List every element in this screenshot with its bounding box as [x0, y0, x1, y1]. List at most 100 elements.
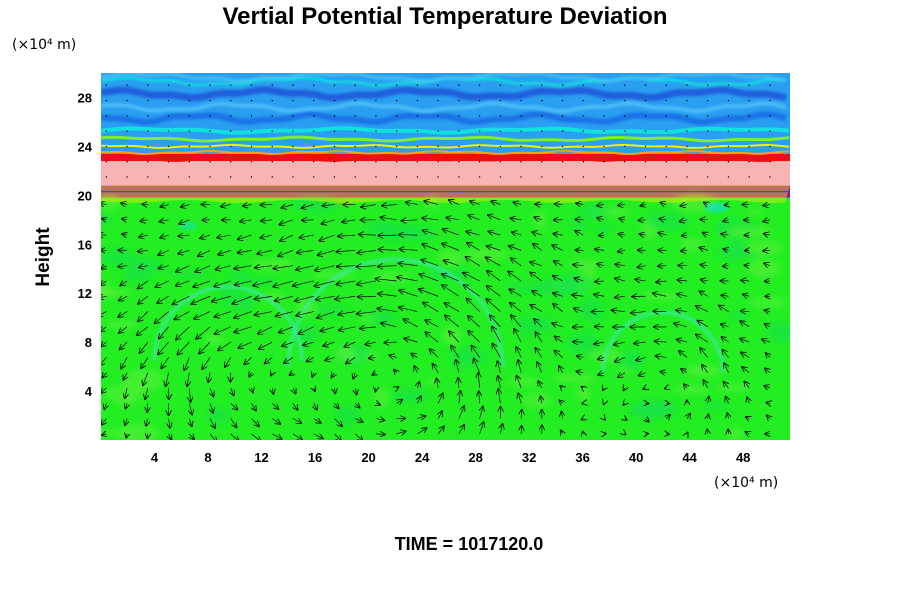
texture-blob [101, 215, 113, 225]
vector-dot [561, 176, 564, 178]
vector-arrow [740, 321, 750, 328]
vector-arrow [618, 205, 625, 206]
vector-arrow [375, 419, 384, 421]
texture-blob [220, 286, 241, 308]
vector-arrow [430, 349, 439, 358]
vector-dot [375, 99, 377, 102]
vector-arrow [101, 357, 107, 365]
vector-arrow [619, 218, 624, 219]
vector-arrow [218, 250, 231, 254]
vector-arrow [521, 410, 522, 419]
vector-arrow [446, 218, 459, 220]
vector-dot [748, 145, 750, 148]
vector-dot [561, 115, 564, 117]
vector-dot [437, 84, 439, 86]
vector-arrow [724, 382, 729, 389]
vector-arrow [120, 341, 128, 349]
vector-arrow [746, 432, 750, 434]
vector-arrow [372, 373, 376, 375]
vector-arrow [594, 294, 605, 296]
vector-arrow [598, 357, 605, 359]
vector-arrow [397, 277, 418, 282]
texture-blob [522, 392, 551, 409]
vector-arrow [721, 295, 729, 296]
vector-dot [395, 176, 398, 178]
vector-arrow [684, 384, 687, 388]
vector-dot [686, 84, 688, 86]
vector-dot [105, 160, 108, 163]
vector-arrow [376, 403, 380, 404]
vector-arrow [147, 403, 148, 412]
field-layer-2 [101, 161, 790, 186]
vector-arrow [189, 387, 190, 402]
vector-arrow [138, 295, 149, 304]
vector-arrow [727, 413, 728, 419]
vector-dot [230, 84, 232, 86]
vector-dot [748, 115, 750, 117]
vector-dot [686, 99, 688, 102]
vector-dot [147, 99, 149, 102]
vector-arrow [381, 323, 397, 328]
vector-arrow [631, 312, 646, 313]
vector-arrow [346, 357, 356, 363]
vector-arrow [643, 388, 645, 389]
vector-arrow [181, 205, 190, 208]
vector-arrow [661, 203, 667, 205]
vector-arrow [375, 434, 385, 435]
vector-arrow [240, 220, 252, 222]
vector-dot [458, 115, 460, 117]
vector-arrow [272, 418, 280, 424]
vector-arrow [174, 311, 190, 320]
vector-dot [727, 99, 730, 102]
vector-dot [167, 130, 170, 132]
upper-waves [101, 73, 787, 126]
vector-arrow [404, 319, 418, 328]
vector-arrow [338, 235, 356, 236]
texture-blob [552, 373, 597, 384]
vector-arrow [490, 316, 501, 328]
texture-blob [632, 402, 678, 417]
vector-dot [126, 176, 128, 178]
vector-dot [105, 99, 108, 102]
vector-dot [271, 145, 273, 148]
y-tick-label: 28 [78, 90, 92, 105]
vector-dot [188, 176, 190, 178]
vector-dot [624, 176, 626, 178]
vector-dot [188, 130, 190, 132]
vector-dot [603, 160, 605, 163]
vector-dot [147, 145, 149, 148]
vector-dot [582, 145, 584, 148]
cyan-boundary [101, 126, 790, 135]
texture-blob [101, 428, 118, 437]
vector-dot [416, 176, 419, 178]
vector-dot [624, 84, 626, 86]
vector-arrow [231, 387, 234, 395]
vector-dot [748, 84, 750, 86]
vector-dot [624, 99, 626, 102]
vector-dot [416, 130, 419, 132]
vector-arrow [209, 433, 216, 440]
vector-arrow [535, 348, 543, 358]
vector-arrow [508, 272, 522, 282]
x-unit-label: (×10⁴ m) [714, 475, 778, 491]
texture-blob [437, 248, 463, 267]
texture-blob [746, 240, 783, 256]
vector-dot [271, 160, 273, 163]
vector-arrow [676, 310, 688, 311]
vector-arrow [424, 201, 439, 205]
vector-arrow [276, 311, 294, 317]
vector-arrow [316, 296, 335, 299]
vector-arrow [271, 373, 272, 376]
vector-arrow [146, 418, 148, 426]
vector-arrow [193, 280, 211, 287]
vector-dot [313, 99, 315, 102]
vector-dot [644, 99, 647, 102]
vector-dot [395, 160, 398, 163]
vector-arrow [143, 372, 149, 385]
vector-dot [665, 130, 667, 132]
texture-blob [372, 271, 413, 284]
vector-arrow [252, 388, 253, 392]
vector-arrow [302, 220, 314, 221]
vector-arrow [217, 235, 231, 237]
